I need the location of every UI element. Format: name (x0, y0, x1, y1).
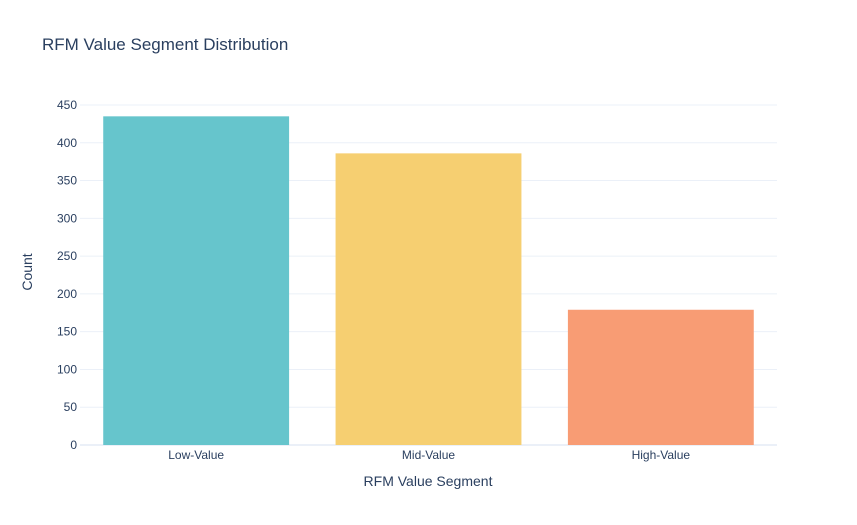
y-tick-label: 450 (57, 98, 77, 112)
y-tick-label: 400 (57, 136, 77, 150)
y-axis-ticks: 0 50 100 150 200 250 300 350 400 450 (57, 98, 77, 452)
bars (103, 116, 754, 445)
y-axis-title: Count (19, 253, 35, 290)
bar-low-value[interactable] (103, 116, 290, 445)
x-axis-ticks: Low-Value Mid-Value High-Value (168, 448, 690, 462)
y-tick-label: 100 (57, 362, 77, 376)
y-tick-label: 300 (57, 211, 77, 225)
y-tick-label: 250 (57, 249, 77, 263)
x-tick-label: Low-Value (168, 448, 224, 462)
y-tick-label: 50 (64, 400, 78, 414)
chart-title: RFM Value Segment Distribution (42, 35, 288, 54)
bar-high-value[interactable] (567, 309, 754, 445)
y-tick-label: 350 (57, 174, 77, 188)
x-tick-label: Mid-Value (402, 448, 455, 462)
y-tick-label: 0 (70, 438, 77, 452)
y-tick-label: 200 (57, 287, 77, 301)
x-tick-label: High-Value (632, 448, 691, 462)
bar-mid-value[interactable] (335, 153, 522, 445)
y-tick-label: 150 (57, 325, 77, 339)
x-axis-title: RFM Value Segment (364, 473, 493, 489)
